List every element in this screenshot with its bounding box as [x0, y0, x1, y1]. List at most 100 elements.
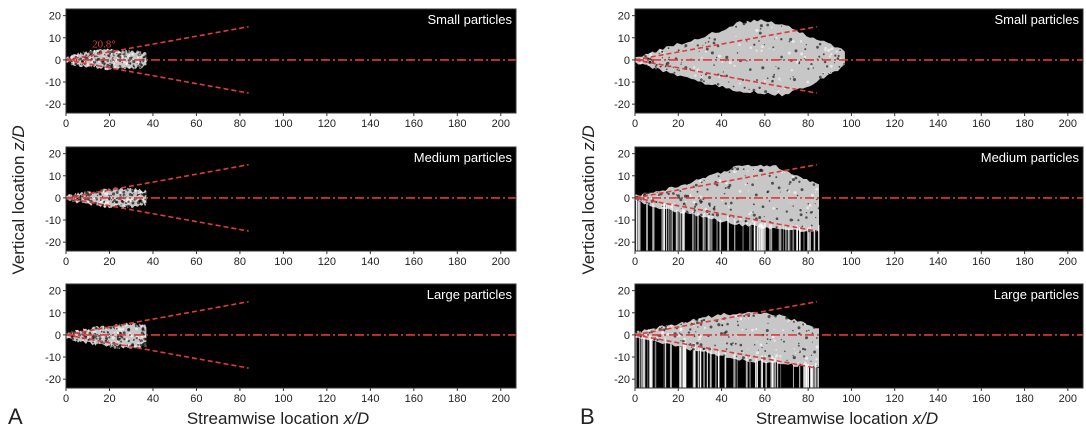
particle-speck [828, 55, 831, 58]
y-tick-label: -10 [614, 77, 630, 89]
particle-speck [118, 57, 120, 59]
particle-speck [816, 337, 818, 339]
particle-speck [116, 327, 118, 330]
particle-speck [774, 314, 777, 318]
particle-speck [661, 57, 664, 59]
particle-speck [697, 336, 700, 339]
particle-speck [734, 314, 738, 317]
particle-speck [787, 320, 789, 323]
y-tick-label: 10 [618, 33, 630, 45]
particle-speck [730, 167, 734, 171]
particle-speck [700, 181, 703, 184]
particle-speck [118, 345, 122, 349]
particle-speck [672, 192, 675, 195]
particle-speck [766, 338, 769, 340]
particle-speck [122, 198, 125, 202]
particle-speck [715, 183, 719, 187]
particle-speck [114, 60, 116, 62]
particle-speck [792, 78, 797, 82]
particle-speck [796, 362, 800, 366]
particle-speck [654, 65, 657, 68]
particle-speck [653, 51, 656, 53]
x-tick-label: 100 [842, 256, 860, 268]
particle-speck [785, 188, 787, 191]
particle-cloud [635, 311, 819, 368]
particle-speck [699, 343, 703, 347]
particle-speck [744, 20, 748, 24]
particle-speck [120, 67, 123, 70]
x-tick-label: 40 [147, 118, 159, 130]
particle-speck [764, 79, 766, 82]
particle-speck [92, 330, 95, 334]
x-tick-label: 180 [1015, 393, 1033, 405]
particle-speck [90, 52, 94, 55]
y-axis-title-a: Vertical location z/D [9, 125, 28, 274]
particle-speck [759, 343, 763, 347]
particle-speck [661, 205, 664, 208]
particle-speck [139, 65, 142, 68]
particle-speck [830, 48, 832, 50]
particle-speck [700, 213, 703, 217]
particle-speck [124, 205, 126, 208]
particle-speck [696, 190, 699, 193]
particle-speck [100, 188, 104, 192]
particle-speck [100, 196, 102, 198]
particle-speck [93, 60, 97, 64]
particle-speck [689, 194, 692, 198]
particle-speck [810, 65, 813, 68]
particle-speck [109, 62, 111, 65]
particle-speck [748, 88, 750, 91]
particle-speck [132, 67, 135, 70]
particle-speck [808, 329, 810, 332]
particle-speck [807, 67, 810, 70]
particle-speck [768, 200, 771, 202]
particle-speck [748, 212, 751, 216]
particle-speck [842, 64, 846, 68]
particle-speck [775, 36, 778, 39]
particle-speck [658, 52, 660, 55]
particle-speck [735, 170, 738, 173]
particle-speck [752, 211, 754, 213]
particle-speck [100, 334, 104, 338]
particle-speck [823, 60, 827, 64]
particle-speck [96, 194, 99, 197]
particle-speck [124, 202, 127, 205]
particle-speck [111, 346, 113, 348]
particle-speck [106, 331, 109, 334]
particle-speck [123, 67, 125, 69]
particle-speck [836, 57, 840, 60]
particle-speck [643, 192, 647, 196]
particle-speck [100, 338, 103, 341]
particle-speck [805, 336, 808, 340]
y-tick-label: 20 [49, 149, 61, 161]
subplot-title-b2: Medium particles [981, 150, 1080, 165]
particle-speck [791, 219, 794, 221]
particle-speck [96, 335, 98, 337]
particle-speck [121, 56, 124, 59]
particle-speck [111, 63, 113, 66]
particle-speck [667, 192, 670, 196]
x-tick-label: 20 [103, 256, 115, 268]
particle-speck [114, 336, 116, 338]
particle-speck [649, 52, 653, 57]
particle-speck [69, 55, 74, 59]
particle-speck [139, 199, 143, 203]
particle-speck [120, 340, 122, 343]
particle-speck [744, 219, 748, 223]
particle-speck [712, 41, 716, 45]
particle-speck [714, 344, 716, 347]
particle-speck [700, 78, 703, 81]
particle-speck [113, 327, 116, 330]
y-tick-label: -20 [614, 237, 630, 249]
particle-speck [816, 45, 819, 49]
x-tick-label: 40 [147, 256, 159, 268]
particle-speck [745, 222, 749, 225]
particle-speck [115, 200, 119, 204]
x-tick-label: 40 [715, 118, 727, 130]
x-tick-label: 80 [234, 256, 246, 268]
particle-speck [660, 65, 662, 68]
y-tick-label: 20 [618, 149, 630, 161]
particle-speck [649, 329, 651, 331]
particle-speck [142, 326, 144, 328]
particle-speck [145, 202, 147, 204]
